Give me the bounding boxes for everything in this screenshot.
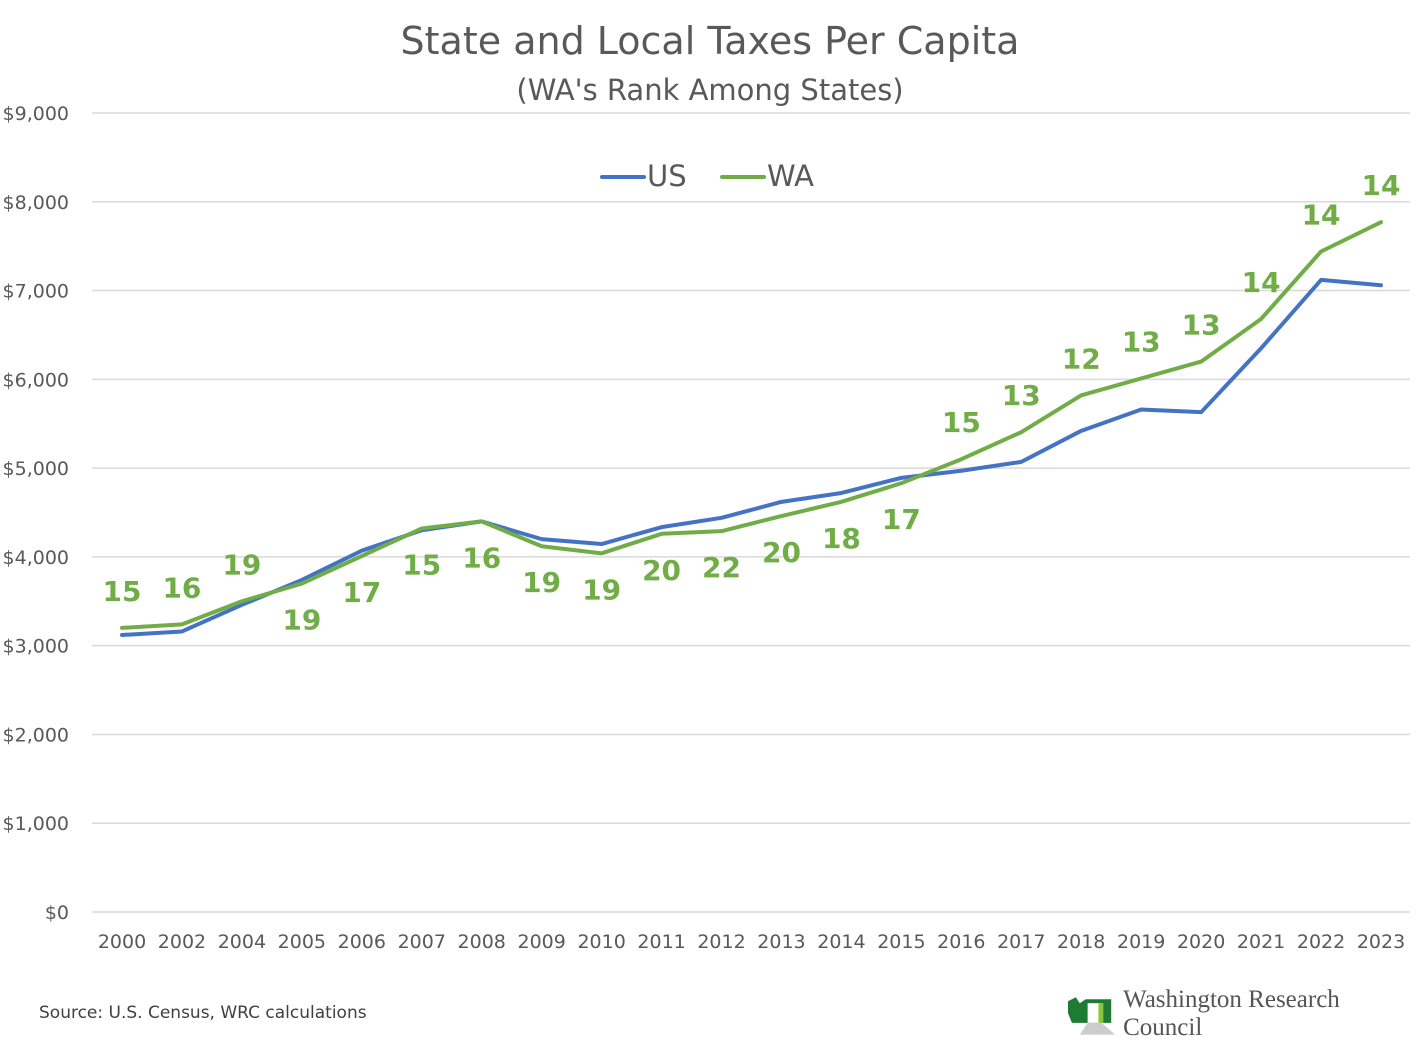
data-label: 17 xyxy=(882,503,921,536)
chart-subtitle: (WA's Rank Among States) xyxy=(516,73,903,107)
data-label: 12 xyxy=(1062,342,1101,375)
series-line-wa xyxy=(120,220,1383,630)
x-tick-label: 2014 xyxy=(817,931,865,953)
data-label: 19 xyxy=(282,604,321,637)
gridlines xyxy=(92,112,1410,913)
y-tick-label: $2,000 xyxy=(3,724,69,746)
data-label: 19 xyxy=(582,573,621,606)
data-label: 16 xyxy=(462,541,501,574)
y-tick-label: $1,000 xyxy=(3,813,69,835)
x-tick-label: 2011 xyxy=(637,931,685,953)
data-label: 15 xyxy=(402,548,441,581)
x-tick-label: 2007 xyxy=(398,931,446,953)
source-note: Source: U.S. Census, WRC calculations xyxy=(39,1003,367,1023)
x-tick-label: 2016 xyxy=(937,931,985,953)
chart-title: State and Local Taxes Per Capita xyxy=(401,19,1020,63)
x-tick-label: 2010 xyxy=(577,931,625,953)
x-tick-label: 2022 xyxy=(1297,931,1345,953)
series-line-us xyxy=(120,277,1383,638)
data-label: 17 xyxy=(342,576,381,609)
data-label: 14 xyxy=(1242,266,1281,299)
legend-label-us: US xyxy=(647,159,687,193)
data-label: 15 xyxy=(103,575,142,608)
y-axis: $0 $1,000 $2,000 $3,000 $4,000 $5,000 $6,000 $7… xyxy=(3,103,69,924)
legend: US WA xyxy=(600,159,814,193)
x-tick-label: 2020 xyxy=(1177,931,1225,953)
x-axis: 2000 2002 2004 2005 2006 2007 2008 2009 2010 2011… xyxy=(98,931,1405,953)
x-tick-label: 2021 xyxy=(1237,931,1285,953)
logo-text: Washington Research Council xyxy=(1123,986,1340,1041)
y-tick-label: $5,000 xyxy=(3,458,69,480)
x-tick-label: 2013 xyxy=(757,931,805,953)
x-tick-label: 2002 xyxy=(158,931,206,953)
data-label: 22 xyxy=(702,551,741,584)
data-label: 15 xyxy=(942,406,981,439)
x-tick-label: 2006 xyxy=(338,931,386,953)
y-tick-label: $8,000 xyxy=(3,192,69,214)
x-tick-label: 2015 xyxy=(877,931,925,953)
data-label: 13 xyxy=(1182,309,1221,342)
line-chart: State and Local Taxes Per Capita (WA's R… xyxy=(3,19,1410,953)
data-label: 14 xyxy=(1302,198,1341,231)
data-label: 16 xyxy=(162,571,201,604)
data-label: 20 xyxy=(762,536,801,569)
data-labels: 15 16 19 19 17 15 16 19 19 20 22 20 18 17 15 13 12 13 13 14… xyxy=(103,169,1401,636)
data-label: 20 xyxy=(642,554,681,587)
x-tick-label: 2000 xyxy=(98,931,146,953)
x-tick-label: 2019 xyxy=(1117,931,1165,953)
washington-state-door-icon xyxy=(1067,997,1116,1035)
data-label: 13 xyxy=(1002,379,1041,412)
y-tick-label: $3,000 xyxy=(3,636,69,658)
wrc-logo: Washington Research Council xyxy=(1066,986,1420,1042)
x-tick-label: 2012 xyxy=(697,931,745,953)
data-label: 13 xyxy=(1122,325,1161,358)
data-label: 14 xyxy=(1362,169,1401,202)
x-tick-label: 2023 xyxy=(1357,931,1405,953)
data-label: 19 xyxy=(222,548,261,581)
x-tick-label: 2018 xyxy=(1057,931,1105,953)
y-tick-label: $0 xyxy=(45,902,69,924)
y-tick-label: $9,000 xyxy=(3,103,69,125)
x-tick-label: 2005 xyxy=(278,931,326,953)
x-tick-label: 2009 xyxy=(517,931,565,953)
x-tick-label: 2017 xyxy=(997,931,1045,953)
legend-label-wa: WA xyxy=(767,159,814,193)
y-tick-label: $7,000 xyxy=(3,281,69,303)
x-tick-label: 2004 xyxy=(218,931,266,953)
x-tick-label: 2008 xyxy=(458,931,506,953)
y-tick-label: $6,000 xyxy=(3,369,69,391)
data-label: 19 xyxy=(522,566,561,599)
series-lines xyxy=(120,220,1383,638)
data-label: 18 xyxy=(822,522,861,555)
y-tick-label: $4,000 xyxy=(3,547,69,569)
